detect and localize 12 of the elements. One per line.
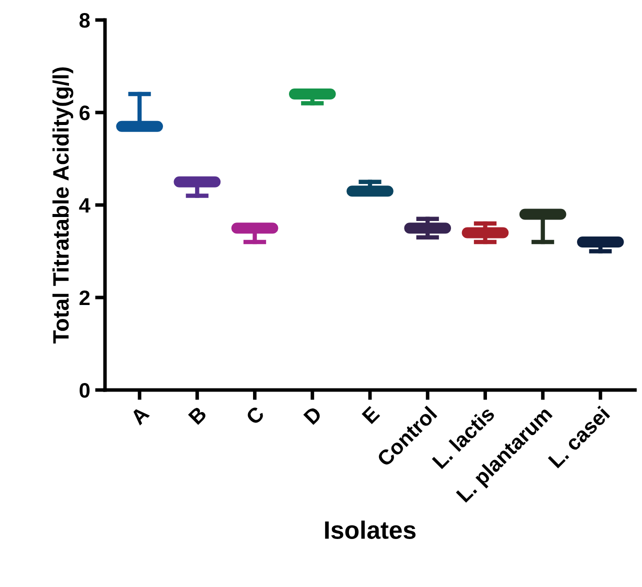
x-tick-label: D [303, 406, 322, 425]
y-tick-label: 8 [79, 13, 90, 28]
x-tick-label: C [245, 405, 266, 426]
y-tick-label: 4 [79, 198, 90, 213]
x-tick-label: E [362, 406, 380, 424]
y-tick-label: 2 [80, 290, 90, 306]
y-axis-title: Total Titratable Acidity(g/l) [52, 67, 74, 344]
x-axis-title: Isolates [325, 520, 416, 539]
y-tick-label: 0 [80, 383, 90, 398]
x-tick-label: B [188, 406, 208, 425]
x-tick-label: A [130, 406, 150, 426]
y-tick-label: 6 [80, 106, 90, 120]
